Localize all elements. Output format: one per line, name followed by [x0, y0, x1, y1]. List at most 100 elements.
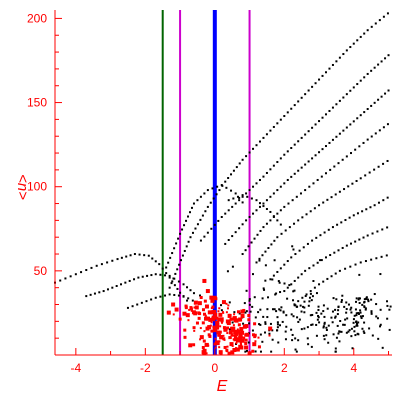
- data-point: [154, 260, 157, 263]
- data-point: [370, 25, 373, 28]
- data-point: [165, 272, 168, 275]
- data-point: [262, 315, 265, 318]
- data-point: [310, 345, 313, 348]
- data-point: [188, 343, 193, 348]
- data-point: [143, 254, 146, 257]
- data-point: [171, 280, 174, 283]
- data-point: [248, 151, 251, 154]
- data-point: [322, 325, 325, 328]
- data-point: [207, 310, 212, 315]
- data-point: [326, 277, 329, 280]
- data-point: [202, 348, 207, 353]
- data-point: [298, 318, 301, 321]
- data-point: [241, 223, 244, 226]
- data-point: [145, 300, 148, 303]
- data-point: [331, 226, 334, 229]
- data-point: [251, 273, 254, 276]
- data-point: [102, 290, 105, 293]
- data-point: [355, 314, 358, 317]
- data-point: [276, 236, 279, 239]
- data-point: [242, 322, 245, 325]
- data-point: [252, 342, 257, 347]
- data-point: [199, 296, 203, 300]
- data-point: [277, 341, 280, 344]
- data-point: [371, 334, 374, 337]
- data-point: [309, 210, 312, 213]
- data-point: [227, 239, 230, 241]
- data-point: [247, 341, 250, 344]
- data-point: [172, 313, 175, 316]
- data-point: [231, 321, 234, 324]
- data-point: [355, 320, 358, 323]
- data-point: [265, 208, 268, 211]
- data-point: [343, 323, 346, 326]
- data-point: [357, 321, 360, 324]
- data-point: [218, 350, 223, 355]
- data-point: [151, 257, 154, 260]
- data-point: [199, 239, 202, 242]
- x-tick-label: -4: [71, 361, 82, 375]
- data-point: [349, 46, 352, 49]
- data-point: [234, 231, 237, 234]
- data-point: [264, 264, 267, 267]
- data-point: [262, 205, 265, 208]
- data-point: [290, 175, 293, 178]
- data-point: [344, 318, 347, 321]
- data-point: [225, 311, 228, 314]
- data-point: [345, 49, 348, 52]
- data-point: [270, 350, 273, 353]
- data-point: [355, 179, 358, 182]
- data-point: [283, 205, 286, 208]
- data-point: [226, 332, 229, 335]
- data-point: [291, 333, 294, 336]
- data-point: [353, 314, 356, 317]
- data-point: [331, 106, 334, 109]
- data-point: [370, 310, 373, 313]
- data-point: [223, 338, 226, 341]
- data-point: [379, 308, 382, 311]
- data-point: [308, 267, 311, 270]
- black-dot-series: [54, 12, 392, 353]
- data-point: [365, 208, 368, 211]
- data-point: [228, 328, 231, 331]
- data-point: [244, 249, 247, 252]
- data-point: [359, 315, 362, 318]
- data-point: [311, 239, 314, 242]
- data-point: [337, 309, 340, 312]
- data-point: [267, 247, 270, 250]
- data-point: [314, 82, 317, 85]
- data-point: [300, 273, 303, 276]
- data-point: [279, 291, 282, 294]
- data-point: [366, 234, 369, 237]
- data-point: [272, 125, 275, 128]
- data-point: [241, 194, 244, 197]
- data-point: [290, 147, 293, 149]
- data-point: [333, 165, 336, 168]
- data-point: [349, 265, 352, 268]
- data-point: [293, 279, 296, 282]
- data-point: [227, 199, 230, 202]
- data-point: [248, 189, 251, 192]
- x-tick-label: 4: [350, 361, 357, 375]
- data-point: [318, 78, 321, 81]
- data-point: [303, 327, 306, 330]
- data-point: [348, 329, 351, 332]
- data-point: [264, 322, 267, 325]
- data-point: [380, 255, 383, 258]
- data-point: [292, 299, 295, 302]
- data-point: [261, 340, 264, 343]
- data-point: [363, 111, 366, 114]
- data-point: [300, 136, 303, 139]
- data-point: [238, 312, 241, 315]
- data-point: [353, 325, 356, 328]
- data-point: [356, 322, 359, 325]
- data-point: [378, 19, 381, 22]
- data-point: [386, 226, 389, 229]
- data-point: [250, 197, 253, 200]
- data-point: [309, 292, 312, 295]
- data-point: [322, 304, 325, 307]
- data-point: [370, 258, 373, 261]
- data-point: [292, 290, 295, 293]
- data-point: [335, 336, 338, 339]
- data-point: [131, 305, 134, 308]
